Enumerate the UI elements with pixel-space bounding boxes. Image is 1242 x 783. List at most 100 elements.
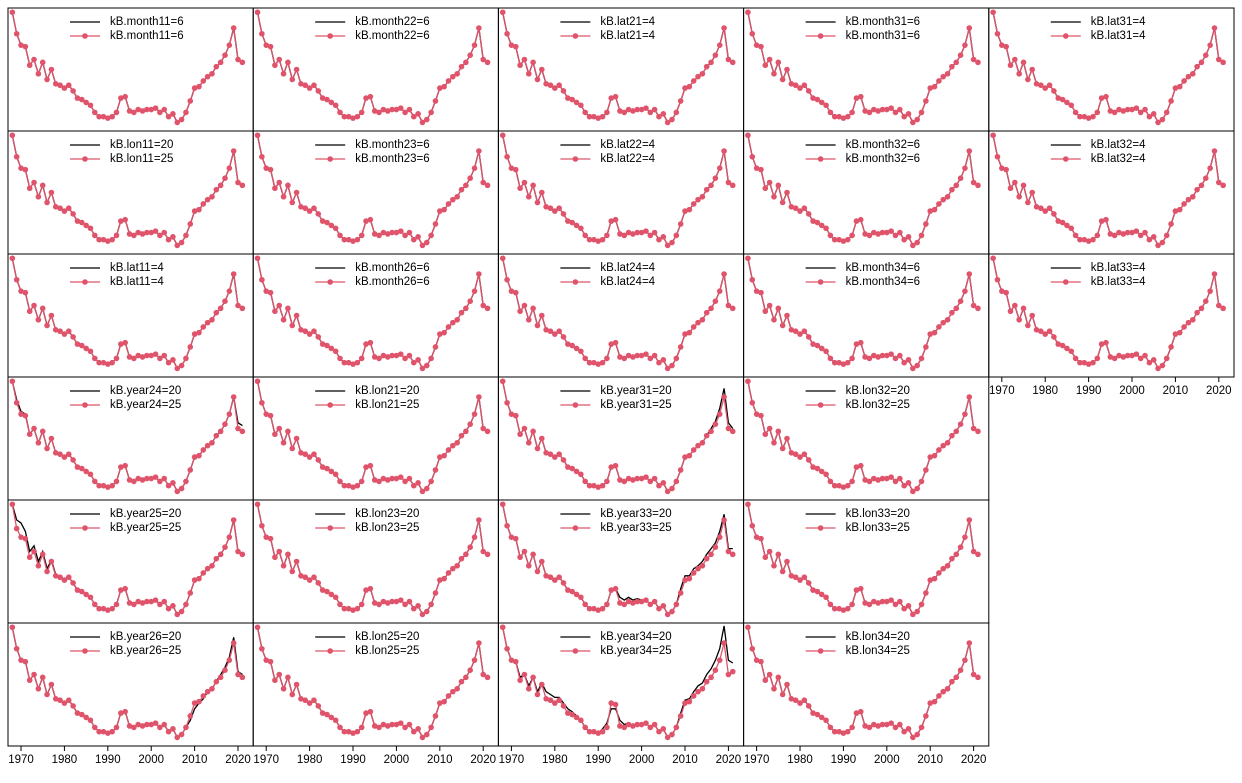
data-point (875, 108, 881, 114)
legend-label: kB.month23=6 (355, 139, 429, 151)
data-point (866, 478, 873, 485)
data-point (1155, 365, 1161, 372)
data-point (78, 342, 85, 349)
data-point (849, 355, 855, 362)
data-point (695, 319, 701, 326)
data-point (345, 113, 352, 120)
data-point (289, 445, 296, 452)
data-point (332, 102, 339, 109)
data-point (608, 341, 615, 347)
data-point (410, 236, 417, 243)
data-point (656, 605, 662, 612)
data-point (1137, 355, 1144, 362)
data-point (1220, 305, 1226, 312)
series-line (502, 381, 734, 493)
data-point (384, 723, 391, 729)
data-point (686, 329, 693, 336)
data-point (931, 452, 938, 459)
data-point (1098, 218, 1105, 224)
data-point (914, 731, 920, 738)
data-point (476, 640, 482, 646)
data-point (1185, 196, 1192, 203)
data-point (235, 548, 241, 555)
data-point (1124, 229, 1131, 236)
data-point (209, 562, 215, 569)
data-point (840, 115, 847, 121)
data-point (792, 697, 799, 704)
data-point (1085, 361, 1092, 367)
data-point (762, 431, 769, 438)
data-point (1198, 182, 1205, 189)
legend-label: kB.lon11=20 (110, 139, 173, 151)
legend-marker (1063, 33, 1069, 39)
data-point (884, 106, 890, 113)
data-point (914, 116, 920, 123)
data-point (458, 309, 465, 316)
data-point (272, 677, 278, 684)
data-point (690, 201, 697, 207)
data-point (165, 605, 172, 612)
data-point (217, 305, 224, 312)
data-point (157, 109, 163, 116)
data-point (927, 454, 934, 460)
data-point (621, 601, 628, 608)
data-point (293, 435, 300, 442)
data-point (484, 59, 491, 66)
data-point (1103, 93, 1109, 100)
data-point (144, 721, 150, 728)
data-point (840, 484, 847, 490)
data-point (836, 113, 842, 120)
data-point (862, 231, 868, 237)
data-point (703, 186, 710, 193)
data-point (621, 724, 628, 731)
data-point (161, 475, 168, 482)
data-point (432, 98, 439, 104)
data-point (324, 219, 330, 226)
data-point (573, 222, 580, 229)
data-point (797, 700, 803, 706)
data-point (376, 478, 382, 485)
data-point (775, 551, 782, 558)
data-point (428, 109, 434, 116)
data-point (135, 475, 141, 482)
data-point (669, 239, 675, 246)
data-point (285, 674, 291, 681)
data-point (966, 25, 973, 31)
data-point (508, 42, 515, 48)
data-point (371, 477, 378, 483)
data-point (1194, 309, 1200, 316)
data-point (165, 728, 172, 735)
legend-label: kB.lat21=4 (600, 16, 655, 28)
data-point (949, 186, 955, 193)
data-point (437, 208, 443, 214)
data-point (276, 302, 283, 309)
legend-marker (327, 648, 334, 654)
data-point (504, 153, 510, 160)
data-point (703, 63, 710, 70)
data-point (591, 236, 597, 243)
data-point (183, 724, 189, 731)
data-point (415, 357, 421, 363)
data-point (625, 106, 632, 113)
legend-label: kB.lat11=4 (110, 262, 164, 274)
data-point (534, 445, 541, 452)
data-point (840, 238, 847, 244)
data-point (337, 109, 343, 116)
data-point (61, 700, 68, 706)
data-point (1124, 106, 1131, 113)
data-point (1003, 43, 1009, 50)
data-point (441, 206, 447, 213)
data-point (638, 106, 645, 113)
series-line (11, 135, 243, 247)
data-point (96, 359, 102, 366)
data-point (499, 501, 506, 508)
data-point (157, 724, 163, 731)
data-point (139, 600, 146, 606)
data-point (1007, 62, 1014, 69)
data-point (552, 454, 558, 460)
data-point (569, 96, 575, 103)
data-point (1051, 334, 1057, 340)
data-point (1155, 119, 1161, 126)
data-point (131, 355, 137, 362)
data-point (966, 640, 973, 646)
